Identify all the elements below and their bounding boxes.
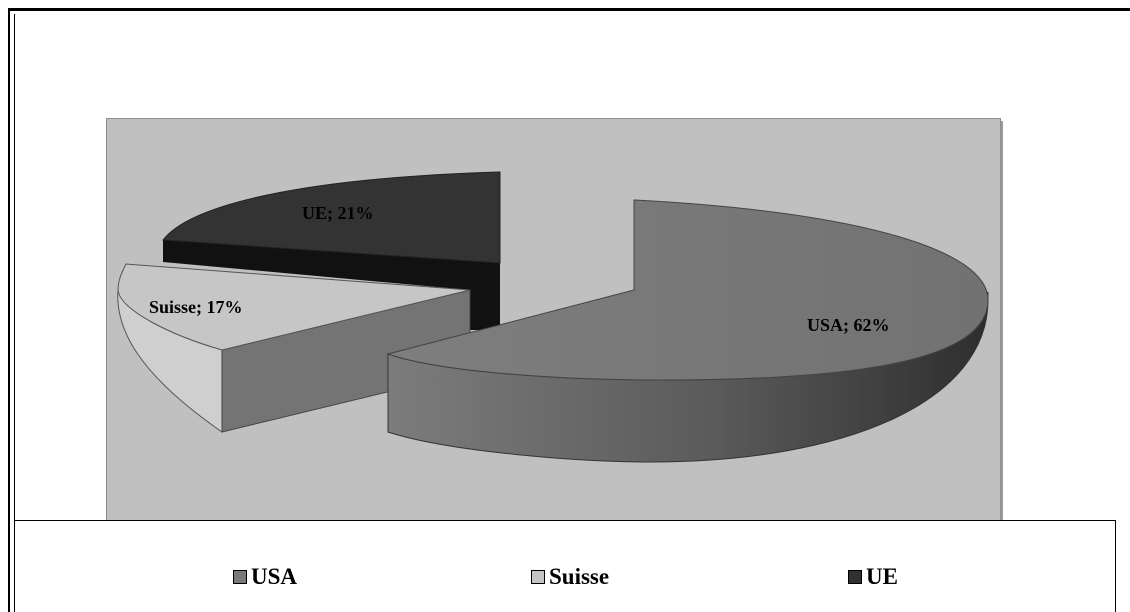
frame-left-border: [8, 8, 10, 612]
legend-label-ue: UE: [866, 564, 898, 589]
pie-slice-suisse: [117, 263, 471, 433]
data-label-suisse: Suisse; 17%: [149, 297, 243, 317]
legend-swatch-suisse: [531, 570, 545, 584]
legend-label-usa: USA: [251, 564, 298, 589]
pie-slice-usa-top: [386, 199, 989, 381]
pie-slice-ue-side: [163, 240, 500, 330]
data-label-ue: UE; 21%: [302, 203, 374, 223]
legend-swatch-ue: [848, 570, 862, 584]
legend: USA Suisse UE: [14, 520, 1116, 612]
frame-top-border: [8, 8, 1130, 11]
pie-slice-usa: [386, 199, 989, 463]
legend-label-suisse: Suisse: [549, 564, 610, 589]
legend-swatch-usa: [233, 570, 247, 584]
pie-slice-suisse-top: [117, 263, 471, 351]
legend-item-suisse: Suisse: [531, 564, 609, 590]
pie-slice-ue: [162, 171, 501, 330]
data-label-usa: USA; 62%: [807, 315, 890, 335]
legend-item-usa: USA: [233, 564, 297, 590]
frame-left-inner-border: [14, 14, 15, 612]
legend-item-ue: UE: [848, 564, 898, 590]
pie-slice-ue-top: [162, 171, 501, 264]
